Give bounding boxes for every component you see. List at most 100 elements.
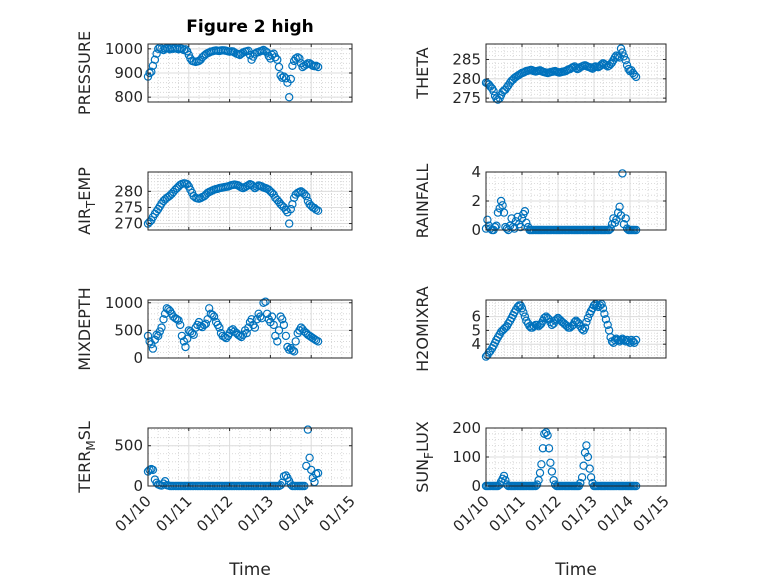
data-point: [546, 458, 555, 467]
axes-box: [147, 299, 353, 359]
data-point: [288, 61, 297, 71]
data-point: [496, 196, 506, 206]
data-point: [618, 48, 627, 57]
data-point: [307, 465, 316, 475]
data-point: [274, 326, 284, 335]
data-point: [499, 324, 509, 334]
y-tick-label: 275: [452, 89, 481, 107]
data-point: [289, 347, 299, 356]
data-point: [262, 309, 272, 318]
data-point: [631, 335, 641, 345]
x-tick-label: 01/12: [522, 492, 565, 535]
data-point: [273, 337, 282, 346]
data-point: [302, 191, 311, 201]
data-point: [157, 323, 166, 332]
subplot-5: 0 500 1000 MIXDEPTH: [75, 287, 353, 371]
data-point: [182, 334, 192, 343]
y-axis-label: RAINFALL: [413, 164, 432, 239]
data-point: [616, 44, 626, 53]
data-point: [606, 224, 615, 233]
data-point: [271, 53, 280, 62]
x-tick-label: 01/10: [112, 492, 155, 535]
data-point: [148, 344, 158, 353]
data-point: [175, 320, 185, 330]
data-point: [286, 204, 295, 214]
data-point: [247, 315, 256, 324]
data-point: [603, 320, 612, 330]
data-point: [276, 481, 285, 490]
series-markers: [143, 43, 323, 102]
data-point: [535, 320, 545, 330]
data-point: [588, 64, 597, 73]
data-point: [616, 335, 626, 345]
y-tick-label: 5: [471, 321, 481, 339]
y-tick-label: 200: [452, 419, 481, 437]
y-tick-label: 275: [114, 198, 143, 216]
x-tick-label: 01/12: [193, 492, 236, 535]
x-tick-label: 01/11: [152, 492, 195, 535]
x-tick-label: 01/10: [450, 492, 493, 535]
data-point: [547, 467, 557, 476]
y-axis-label: AIRTEMP: [75, 167, 98, 235]
data-point: [201, 319, 211, 328]
data-point: [483, 215, 492, 224]
y-tick-label: 280: [114, 182, 143, 200]
data-point: [279, 320, 289, 330]
x-axis-label: Time: [554, 560, 597, 580]
data-point: [208, 310, 217, 320]
data-point: [601, 315, 611, 324]
data-point: [600, 309, 609, 318]
data-point: [204, 304, 214, 313]
data-point: [177, 44, 187, 54]
data-point: [281, 205, 291, 215]
data-point: [150, 55, 160, 64]
data-point: [250, 323, 260, 332]
data-point: [493, 208, 503, 217]
data-point: [631, 72, 641, 82]
data-point: [311, 61, 321, 71]
data-point: [627, 335, 636, 345]
data-point: [153, 331, 163, 341]
data-point: [498, 87, 507, 97]
data-point: [237, 332, 246, 342]
data-point: [519, 308, 528, 317]
y-axis-label: PRESSURE: [75, 31, 94, 115]
x-tick-label: 01/13: [234, 492, 277, 535]
data-point: [496, 327, 506, 336]
data-point: [613, 335, 623, 345]
data-point: [517, 304, 527, 313]
data-point: [532, 480, 542, 489]
data-point: [555, 315, 564, 324]
data-point: [501, 85, 510, 94]
y-tick-label: 280: [452, 70, 481, 88]
y-tick-label: 500: [114, 437, 143, 455]
data-point: [300, 189, 309, 199]
axes-box: [147, 427, 353, 487]
data-point: [196, 321, 205, 331]
data-point: [159, 315, 168, 324]
subplot-1: 800 900 1000 PRESSURE Figure 2 high: [75, 17, 353, 115]
y-tick-label: 285: [452, 50, 481, 68]
data-point: [571, 316, 581, 325]
y-tick-label: 6: [471, 308, 481, 326]
data-point: [295, 54, 304, 63]
data-point: [145, 68, 154, 78]
data-point: [291, 337, 300, 346]
data-point: [540, 313, 549, 323]
data-point: [261, 297, 270, 306]
plot-title: Figure 2 high: [186, 17, 314, 37]
y-tick-label: 800: [114, 88, 143, 106]
y-tick-label: 2: [471, 192, 481, 210]
data-point: [313, 468, 323, 478]
data-point: [598, 304, 608, 313]
data-point: [267, 312, 277, 321]
data-point: [577, 473, 587, 482]
data-point: [520, 312, 530, 321]
data-point: [244, 323, 253, 332]
data-point: [286, 74, 295, 84]
axes-box: [147, 171, 353, 231]
data-point: [580, 323, 590, 332]
y-tick-label: 4: [471, 163, 481, 181]
